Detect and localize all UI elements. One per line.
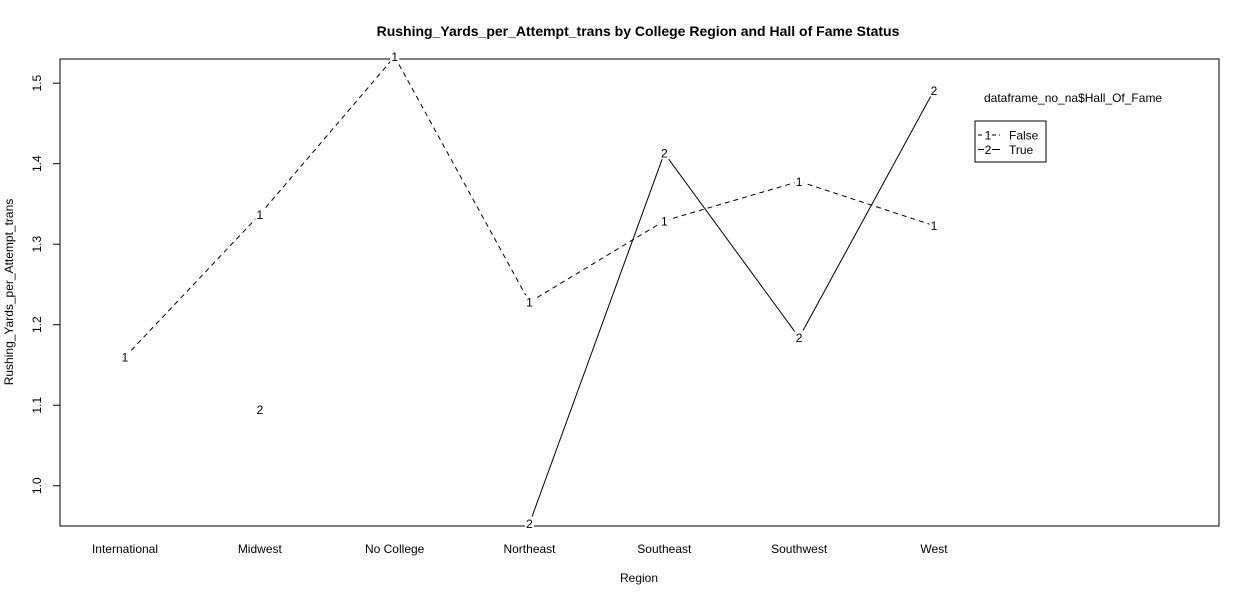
- point-marker-bg: [794, 174, 804, 188]
- series-true-point: 2: [526, 517, 533, 531]
- legend-marker: 2: [985, 143, 992, 157]
- plot-area-frame: [59, 58, 1220, 527]
- series-false-segment: [124, 214, 261, 358]
- legend-title: dataframe_no_na$Hall_Of_Fame: [984, 91, 1162, 105]
- series-true-point: 2: [796, 331, 803, 345]
- x-tick-label: West: [920, 542, 948, 556]
- series-true-segment: [663, 152, 800, 338]
- point-marker-bg: [255, 207, 265, 221]
- point-marker-bg: [794, 330, 804, 344]
- series-false-segment: [664, 180, 800, 222]
- series-false-point: 1: [122, 350, 129, 364]
- y-tick-label: 1.4: [30, 155, 44, 172]
- point-marker-bg: [659, 146, 669, 160]
- y-tick-label: 1.2: [30, 316, 44, 333]
- series-true-segment: [529, 153, 665, 524]
- point-marker-bg: [255, 402, 265, 416]
- x-tick-label: Southeast: [637, 542, 692, 556]
- y-axis: 1.0 1.1 1.2 1.3 1.4 1.5: [30, 74, 60, 494]
- legend-entries: 1 False 2 True: [978, 129, 1039, 157]
- y-tick-label: 1.0: [30, 477, 44, 494]
- x-axis: International Midwest No College Northeast S…: [92, 542, 948, 556]
- series-false-segment: [259, 56, 396, 215]
- legend-marker-bg: [984, 129, 992, 140]
- series-false-segment: [798, 180, 935, 227]
- point-marker-bg: [929, 83, 939, 97]
- x-tick-label: Midwest: [238, 542, 283, 556]
- point-marker-bg: [524, 516, 534, 530]
- series-false-point: 1: [796, 175, 803, 189]
- x-tick-label: No College: [365, 542, 425, 556]
- series-false-segment: [529, 220, 665, 303]
- chart-title: Rushing_Yards_per_Attempt_trans by Colle…: [377, 23, 900, 39]
- series-true-point: 2: [661, 147, 668, 161]
- y-tick-label: 1.3: [30, 236, 44, 253]
- series-layer: 1 1 1 1 1 1 1 2 2 2 2 2: [120, 49, 939, 531]
- legend: dataframe_no_na$Hall_Of_Fame 1 False 2 True: [974, 91, 1162, 163]
- series-false-point: 1: [931, 219, 938, 233]
- series-false-segment: [394, 56, 530, 303]
- legend-label: True: [1009, 143, 1034, 157]
- legend-box: [974, 120, 1047, 163]
- series-true-point: 2: [256, 403, 263, 417]
- legend-marker-bg: [984, 143, 992, 155]
- legend-marker: 1: [985, 129, 992, 143]
- series-true-point: 2: [931, 84, 938, 98]
- point-marker-bg: [120, 349, 130, 363]
- point-marker-bg: [659, 213, 669, 227]
- y-tick-label: 1.1: [30, 397, 44, 414]
- x-tick-label: Southwest: [771, 542, 828, 556]
- y-tick-label: 1.5: [30, 74, 44, 91]
- x-axis-label: Region: [620, 571, 658, 585]
- x-tick-label: International: [92, 542, 158, 556]
- y-axis-label: Rushing_Yards_per_Attempt_trans: [2, 199, 16, 386]
- legend-label: False: [1009, 129, 1039, 143]
- point-marker-bg: [929, 218, 939, 232]
- x-tick-label: Northeast: [503, 542, 556, 556]
- point-marker-bg: [390, 49, 400, 63]
- point-marker-bg: [524, 295, 534, 309]
- series-false-point: 1: [391, 50, 398, 64]
- series-true-segment: [798, 90, 935, 338]
- series-false-point: 1: [661, 214, 668, 228]
- series-false-point: 1: [256, 208, 263, 222]
- series-false-point: 1: [526, 296, 533, 310]
